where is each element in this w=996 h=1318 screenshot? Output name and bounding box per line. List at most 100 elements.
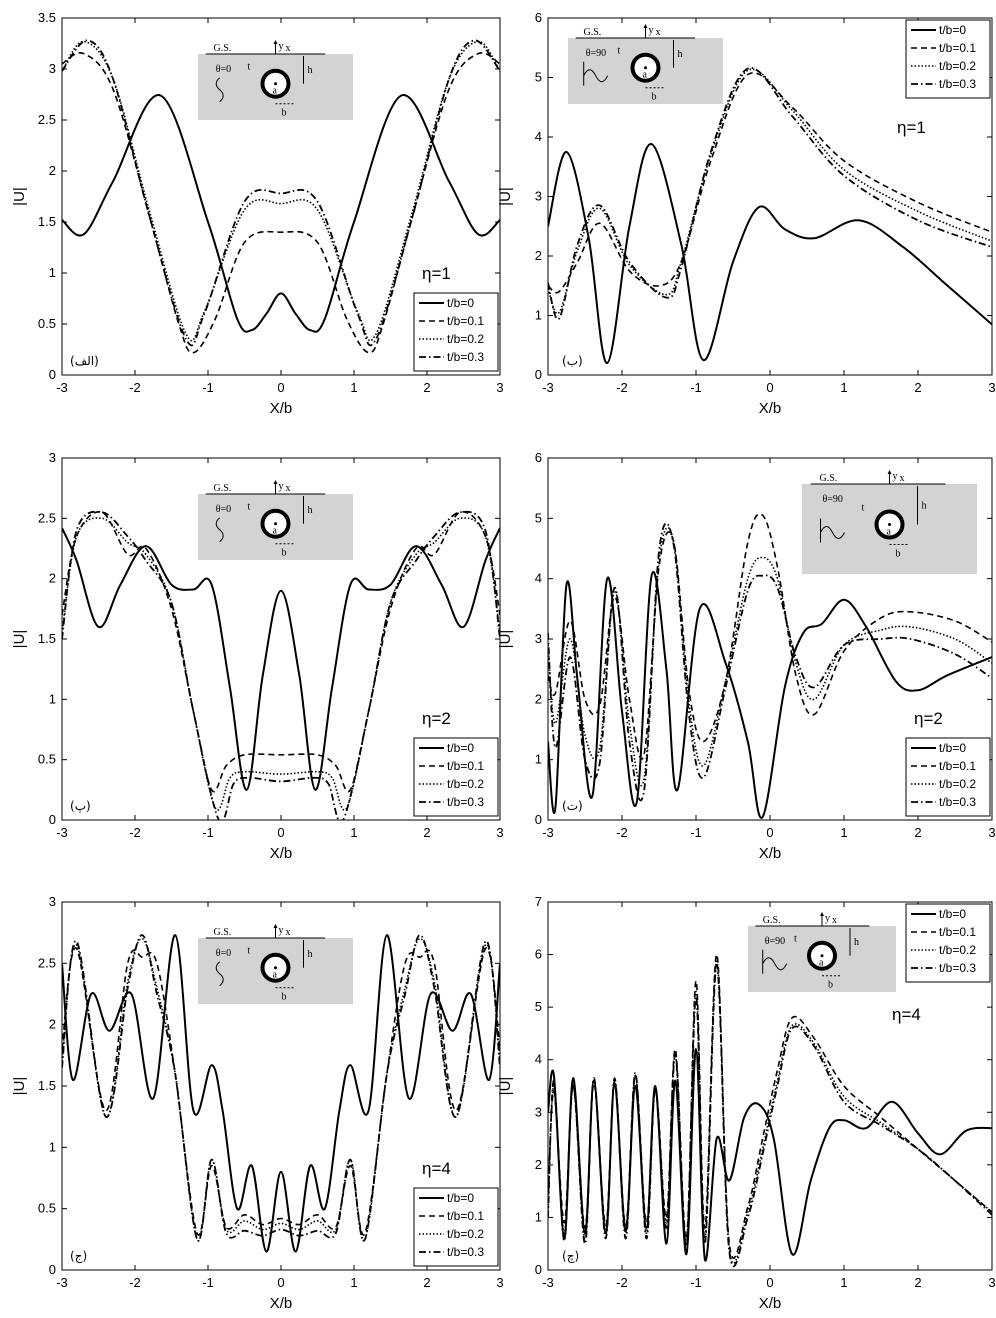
y-tick-label: 0 [49, 367, 56, 382]
tunnel-center [274, 82, 277, 86]
y-tick-label: 7 [535, 894, 542, 909]
ground-surface-label: G.S. [584, 27, 602, 38]
incidence-angle-label: θ=90 [823, 494, 843, 505]
y-tick-label: 1 [49, 1139, 56, 1154]
series-line-3 [62, 510, 500, 820]
x-tick-label: 1 [350, 1275, 357, 1290]
legend-box [905, 19, 991, 99]
plot-frame [61, 457, 501, 821]
chart-panel-6: -3 -2 -1 0 1 2 301234567X/b|U|(چ)t/b=0t/b=0.1t… [497, 894, 996, 1312]
y-tick-label: 0 [535, 812, 542, 827]
x-tick-label: -3 [56, 1275, 68, 1290]
series-line-0 [548, 143, 992, 365]
geometry-inset: G.S. y x a t h b θ=90 [568, 24, 723, 104]
series-line-0 [62, 934, 500, 1253]
legend-label: t/b=0.2 [939, 59, 976, 73]
sh-wave-icon [215, 517, 224, 543]
y-tick-label: 2 [49, 1017, 56, 1032]
eta-label: η=2 [914, 709, 943, 728]
panel-tag: (چ) [562, 1249, 579, 1263]
x-axis-label: x [286, 483, 291, 494]
sv-wave-icon [583, 69, 609, 83]
depth-label: h [308, 949, 313, 960]
x-tick-label: 3 [988, 380, 995, 395]
y-tick-label: 0 [49, 812, 56, 827]
y-arrowhead [273, 480, 278, 484]
x-tick-label: -2 [616, 1275, 628, 1290]
y-tick-label: 1 [535, 752, 542, 767]
b-label: b [828, 980, 833, 991]
y-axis-label: |U| [11, 630, 28, 649]
y-tick-label: 3.5 [38, 10, 56, 25]
legend-label: t/b=0.3 [939, 77, 976, 91]
legend-label: t/b=0 [939, 907, 966, 921]
geometry-inset: G.S. y x a t h b θ=90 [802, 470, 977, 574]
radius-label: a [643, 70, 648, 81]
series-line-2 [62, 40, 500, 342]
radius-label: a [819, 958, 824, 969]
y-arrowhead [273, 40, 278, 44]
y-tick-label: 1 [535, 1209, 542, 1224]
x-tick-label: -2 [129, 1275, 141, 1290]
y-tick-label: 1.5 [38, 631, 56, 646]
y-tick-label: 2.5 [38, 112, 56, 127]
y-tick-label: 1 [49, 691, 56, 706]
legend-label: t/b=0.1 [939, 41, 976, 55]
x-tick-label: -1 [202, 825, 214, 840]
legend-label: t/b=0.2 [447, 332, 484, 346]
chart-panel-5: -3 -2 -1 0 1 2 300.511.522.53X/b|U|(ج)t/b=0t/b… [11, 894, 504, 1312]
y-tick-label: 2 [535, 1157, 542, 1172]
geometry-inset: G.S. y x a t h b θ=0 [198, 924, 353, 1004]
series-line-0 [548, 571, 992, 819]
x-tick-label: -3 [542, 1275, 554, 1290]
x-axis-label: x [832, 915, 837, 926]
incidence-angle-label: θ=90 [586, 48, 606, 59]
x-axis-label: x [900, 473, 905, 484]
series-line-0 [62, 527, 500, 791]
y-tick-label: 2 [49, 163, 56, 178]
eta-label: η=4 [422, 1159, 451, 1178]
panel-tag: (ب) [562, 354, 583, 368]
series-line-1 [548, 513, 992, 760]
eta-label: η=4 [892, 1005, 921, 1024]
y-tick-label: 6 [535, 10, 542, 25]
x-tick-label: -3 [56, 380, 68, 395]
y-tick-label: 0 [535, 367, 542, 382]
tunnel-center [888, 523, 891, 526]
thickness-label: t [618, 46, 621, 57]
y-tick-label: 5 [535, 999, 542, 1014]
legend-label: t/b=0.2 [939, 943, 976, 957]
x-tick-label: -2 [129, 825, 141, 840]
legend-label: t/b=0.1 [447, 1209, 484, 1223]
chart-panel-2: -3 -2 -1 0 1 2 30123456X/b|U|(ب)t/b=0t/b=0.1t/… [497, 10, 996, 417]
x-tick-label: -2 [129, 380, 141, 395]
x-tick-label: 3 [988, 825, 995, 840]
legend-label: t/b=0 [939, 741, 966, 755]
y-tick-label: 5 [535, 510, 542, 525]
legend-label: t/b=0.3 [939, 795, 976, 809]
y-tick-label: 1.5 [38, 214, 56, 229]
y-tick-label: 1 [535, 308, 542, 323]
sv-wave-icon [820, 526, 845, 539]
y-tick-label: 2 [49, 571, 56, 586]
ground-surface-label: G.S. [214, 927, 232, 938]
x-tick-label: 0 [277, 825, 284, 840]
legend-label: t/b=0.3 [447, 795, 484, 809]
x-axis-label: X/b [759, 400, 782, 417]
x-tick-label: -3 [542, 825, 554, 840]
legend-label: t/b=0 [447, 1191, 474, 1205]
panel-tag: (الف) [70, 354, 99, 368]
y-tick-label: 1 [49, 265, 56, 280]
x-tick-label: 2 [914, 1275, 921, 1290]
plot-frame [61, 901, 501, 1271]
series-line-2 [548, 526, 992, 787]
plot-frame [547, 457, 993, 821]
tunnel-center [820, 954, 824, 958]
chart-panel-3: -3 -2 -1 0 1 2 300.511.522.53X/b|U|(پ)t/b=0t/b… [11, 450, 504, 862]
x-tick-label: -1 [690, 825, 702, 840]
legend-box [905, 737, 991, 817]
x-axis-label: X/b [759, 1295, 782, 1312]
y-tick-label: 3 [535, 189, 542, 204]
y-arrowhead [820, 912, 824, 916]
panel-tag: (ت) [562, 799, 583, 813]
